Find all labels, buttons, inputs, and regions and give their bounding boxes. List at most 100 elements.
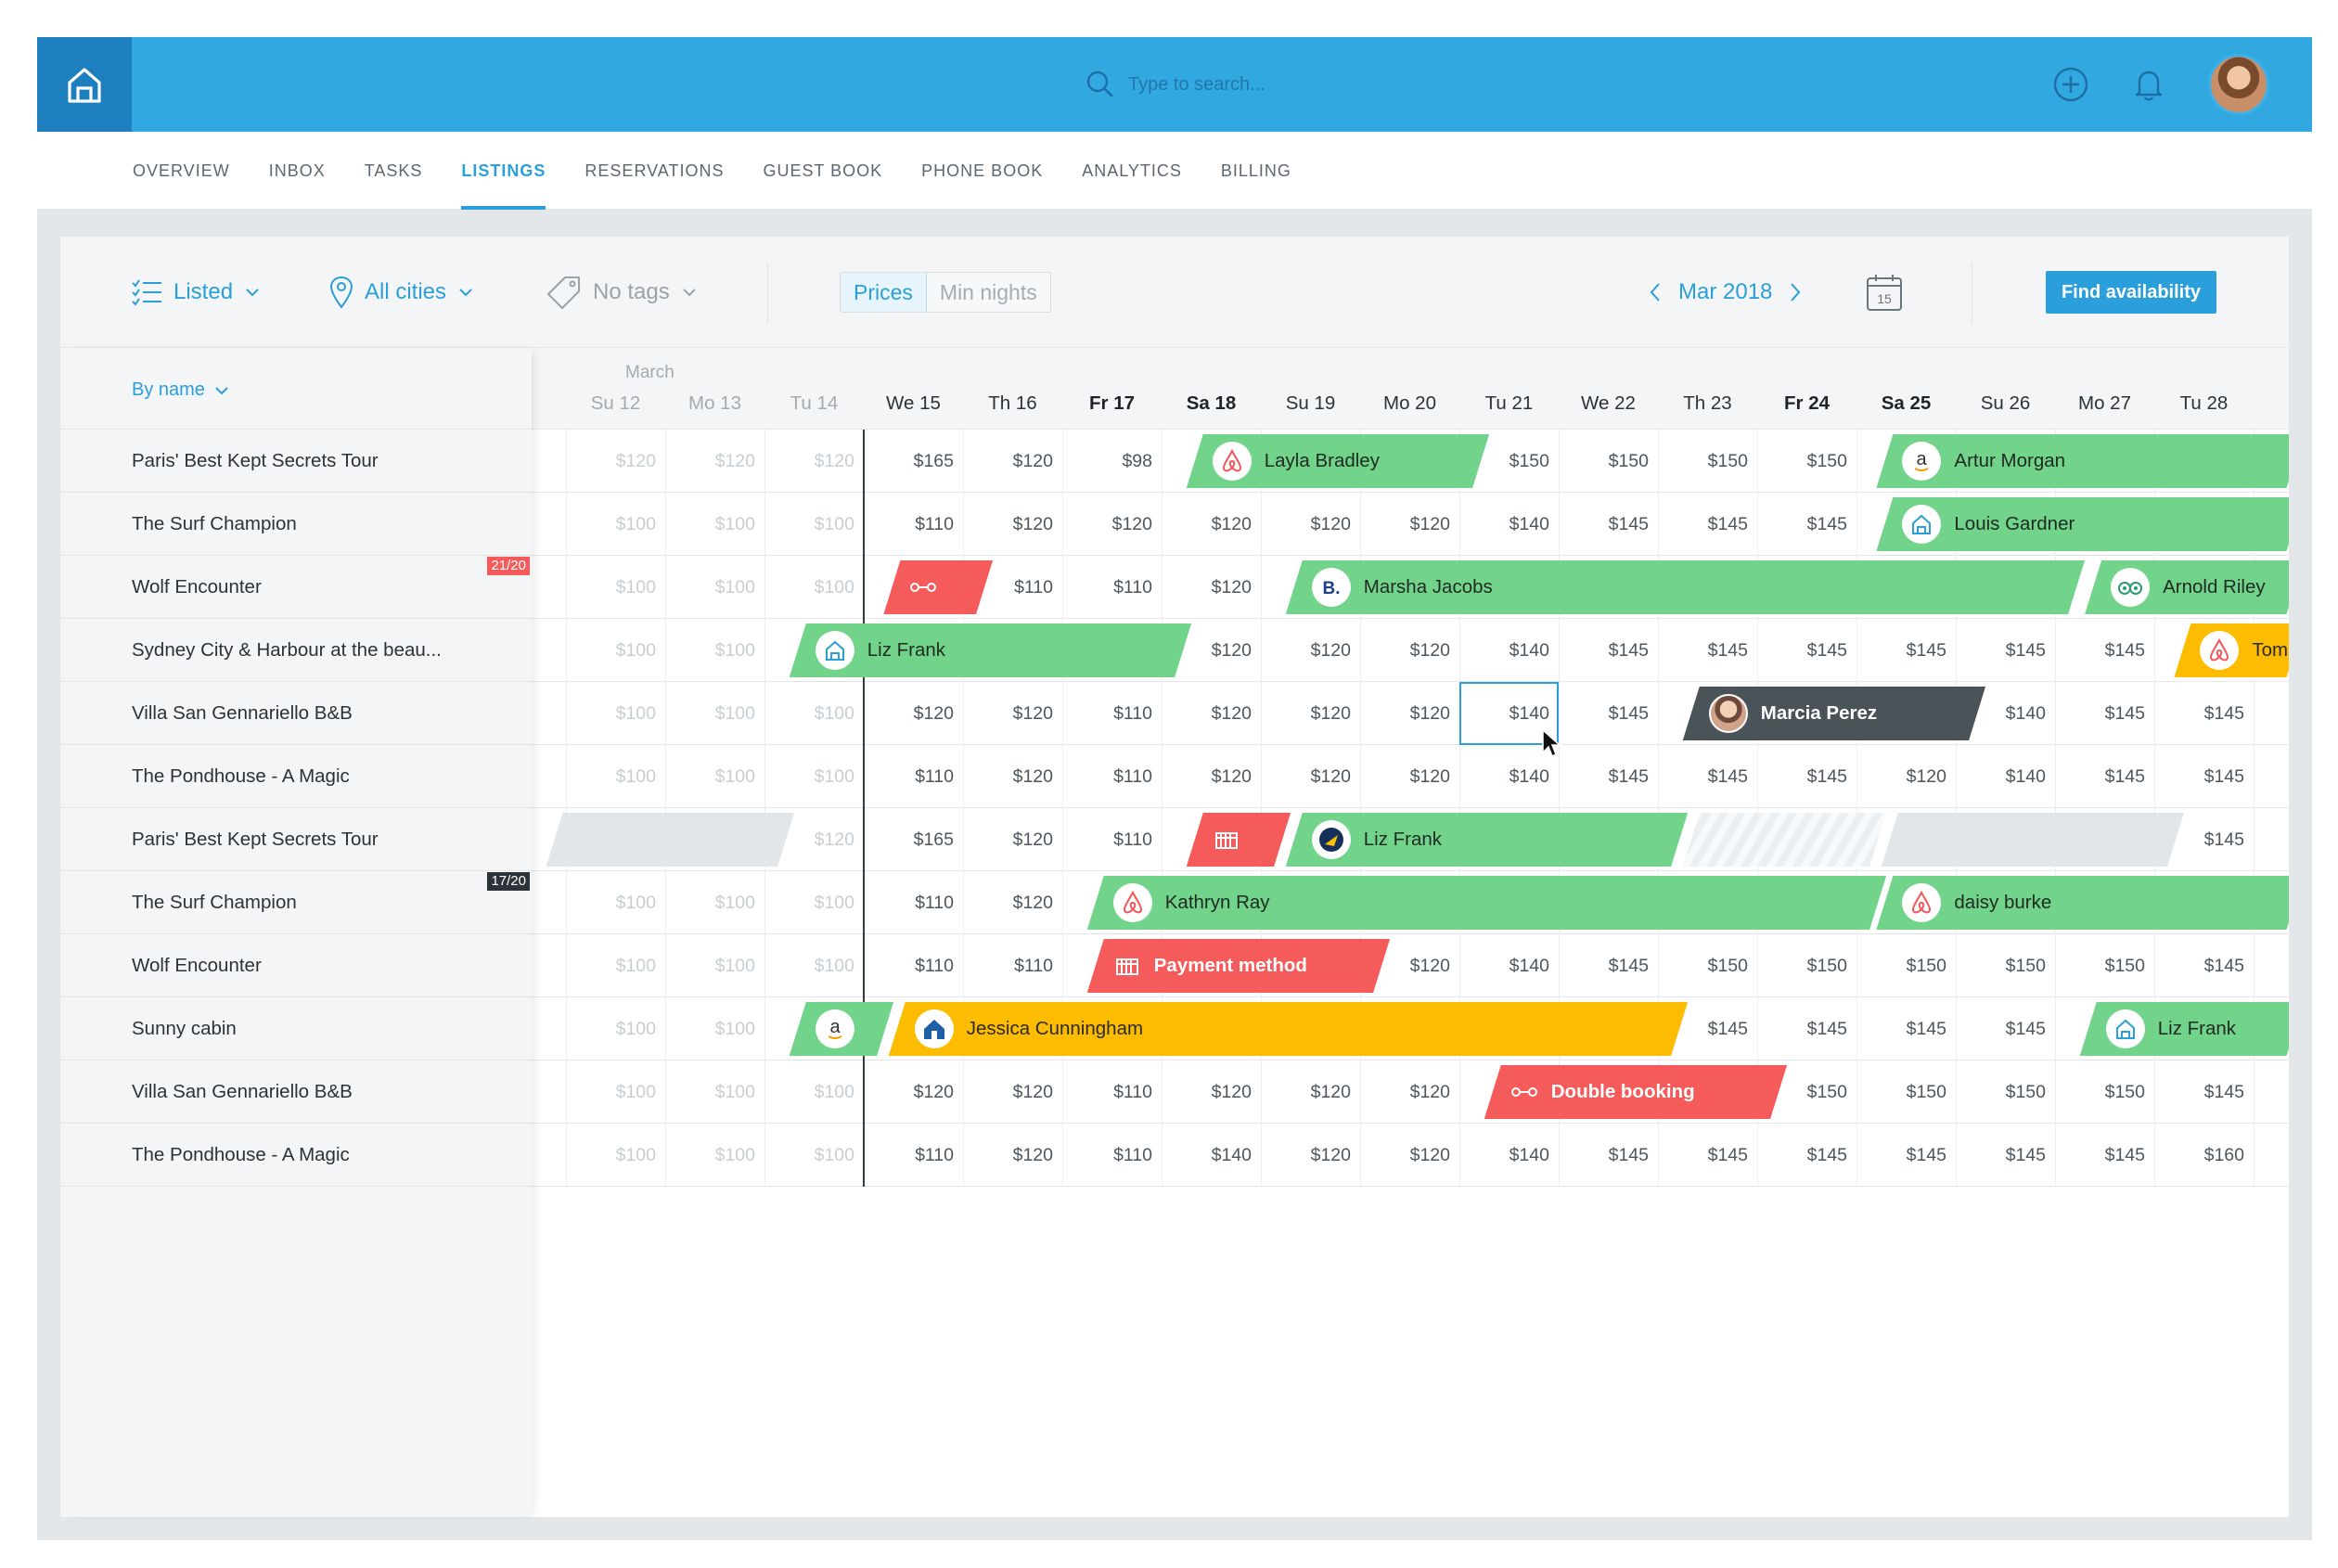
- home-logo-icon[interactable]: [37, 37, 132, 132]
- booking-bar[interactable]: Liz Frank: [1286, 813, 1688, 867]
- price-cell[interactable]: $100: [814, 766, 854, 787]
- booking-bar[interactable]: Layla Bradley: [1187, 434, 1489, 488]
- price-cell[interactable]: $100: [714, 766, 755, 787]
- price-cell[interactable]: $120: [913, 703, 954, 724]
- price-cell[interactable]: $150: [1806, 956, 1847, 976]
- booking-bar[interactable]: Tom: [2174, 623, 2289, 677]
- price-cell[interactable]: $120: [1012, 829, 1053, 850]
- price-cell[interactable]: $150: [1707, 451, 1748, 471]
- listing-name[interactable]: The Pondhouse - A Magic: [132, 765, 350, 787]
- listing-name[interactable]: The Surf Champion: [132, 892, 297, 913]
- price-cell[interactable]: $145: [1608, 514, 1649, 534]
- min-nights-toggle[interactable]: Min nights: [926, 273, 1050, 312]
- price-cell[interactable]: $120: [1012, 893, 1053, 913]
- price-cell[interactable]: $150: [1806, 451, 1847, 471]
- price-cell[interactable]: $100: [615, 640, 656, 661]
- booking-bar[interactable]: Liz Frank: [2080, 1002, 2289, 1056]
- tab-analytics[interactable]: ANALYTICS: [1082, 161, 1182, 180]
- booking-bar[interactable]: [1187, 813, 1291, 867]
- price-cell[interactable]: $110: [1113, 1145, 1152, 1165]
- booking-bar[interactable]: Marcia Perez: [1683, 687, 1985, 740]
- tags-filter[interactable]: No tags: [546, 274, 698, 311]
- price-cell[interactable]: $145: [1707, 766, 1748, 787]
- price-cell[interactable]: $120: [1409, 703, 1450, 724]
- price-cell[interactable]: $120: [1310, 1082, 1351, 1102]
- price-cell[interactable]: $120: [913, 1082, 954, 1102]
- price-cell[interactable]: $100: [714, 703, 755, 724]
- price-cell[interactable]: $110: [1014, 577, 1053, 598]
- price-cell[interactable]: $150: [1509, 451, 1549, 471]
- booking-bar[interactable]: Kathryn Ray: [1087, 876, 1886, 930]
- price-cell[interactable]: $145: [2203, 956, 2244, 976]
- price-cell[interactable]: $110: [1113, 766, 1152, 787]
- listing-row[interactable]: Paris' Best Kept Secrets Tour: [60, 430, 532, 493]
- price-cell[interactable]: $165: [913, 451, 954, 471]
- price-cell[interactable]: $145: [1806, 514, 1847, 534]
- price-cell[interactable]: $145: [2005, 1145, 2046, 1165]
- listing-row[interactable]: Wolf Encounter: [60, 934, 532, 997]
- price-cell[interactable]: $140: [1509, 514, 1549, 534]
- price-cell[interactable]: $100: [615, 1019, 656, 1039]
- listing-name[interactable]: Paris' Best Kept Secrets Tour: [132, 450, 379, 471]
- price-cell[interactable]: $100: [814, 577, 854, 598]
- price-cell[interactable]: $120: [1012, 514, 1053, 534]
- price-cell[interactable]: $120: [1310, 766, 1351, 787]
- listing-name[interactable]: Paris' Best Kept Secrets Tour: [132, 829, 379, 850]
- chevron-right-icon[interactable]: [1789, 282, 1802, 302]
- price-cell[interactable]: $120: [1906, 766, 1946, 787]
- price-cell[interactable]: $145: [2203, 829, 2244, 850]
- price-cell[interactable]: $110: [1113, 703, 1152, 724]
- price-cell[interactable]: $150: [1906, 1082, 1946, 1102]
- listing-row[interactable]: The Pondhouse - A Magic: [60, 1124, 532, 1187]
- listing-name[interactable]: Wolf Encounter: [132, 955, 262, 976]
- find-availability-button[interactable]: Find availability: [2046, 271, 2216, 314]
- price-cell[interactable]: $110: [915, 766, 954, 787]
- price-cell[interactable]: $150: [1906, 956, 1946, 976]
- user-avatar[interactable]: [2208, 54, 2269, 115]
- price-cell[interactable]: $145: [2203, 703, 2244, 724]
- city-filter[interactable]: All cities: [329, 274, 474, 311]
- price-cell[interactable]: $100: [714, 1145, 755, 1165]
- price-cell[interactable]: $140: [1509, 703, 1549, 724]
- price-cell[interactable]: $145: [1707, 640, 1748, 661]
- price-cell[interactable]: $110: [1113, 1082, 1152, 1102]
- price-cell[interactable]: $150: [2005, 1082, 2046, 1102]
- sort-dropdown[interactable]: By name: [132, 379, 229, 401]
- search-input[interactable]: Type to search...: [1128, 73, 1265, 95]
- price-cell[interactable]: $120: [1012, 1082, 1053, 1102]
- booking-bar[interactable]: Double booking: [1484, 1065, 1787, 1119]
- price-cell[interactable]: $145: [1608, 766, 1649, 787]
- price-cell[interactable]: $100: [615, 514, 656, 534]
- listing-row[interactable]: The Surf Champion 17/20: [60, 871, 532, 934]
- booking-bar[interactable]: [546, 813, 795, 867]
- price-cell[interactable]: $100: [714, 640, 755, 661]
- price-cell[interactable]: $140: [1509, 1145, 1549, 1165]
- price-cell[interactable]: $120: [1012, 766, 1053, 787]
- price-cell[interactable]: $110: [1014, 956, 1053, 976]
- tab-overview[interactable]: OVERVIEW: [133, 161, 230, 180]
- listing-row[interactable]: Villa San Gennariello B&B: [60, 682, 532, 745]
- price-cell[interactable]: $120: [814, 451, 854, 471]
- search-box[interactable]: Type to search...: [1086, 65, 1457, 104]
- price-cell[interactable]: $145: [2005, 640, 2046, 661]
- price-cell[interactable]: $145: [2104, 1145, 2145, 1165]
- price-cell[interactable]: $120: [1409, 956, 1450, 976]
- price-cell[interactable]: $120: [814, 829, 854, 850]
- booking-bar[interactable]: [883, 560, 993, 614]
- booking-bar[interactable]: Louis Gardner: [1876, 497, 2289, 551]
- price-cell[interactable]: $100: [714, 577, 755, 598]
- price-cell[interactable]: $100: [615, 893, 656, 913]
- price-cell[interactable]: $150: [1806, 1082, 1847, 1102]
- price-cell[interactable]: $100: [814, 1145, 854, 1165]
- tab-tasks[interactable]: TASKS: [364, 161, 423, 180]
- listing-row[interactable]: Sydney City & Harbour at the beau...: [60, 619, 532, 682]
- price-cell[interactable]: $100: [814, 956, 854, 976]
- listing-name[interactable]: Villa San Gennariello B&B: [132, 1081, 353, 1102]
- price-cell[interactable]: $145: [1608, 640, 1649, 661]
- price-cell[interactable]: $140: [1509, 956, 1549, 976]
- booking-bar[interactable]: a: [790, 1002, 893, 1056]
- price-cell[interactable]: $100: [615, 577, 656, 598]
- price-cell[interactable]: $100: [814, 1082, 854, 1102]
- notifications-bell-icon[interactable]: [2130, 66, 2167, 103]
- listing-name[interactable]: The Pondhouse - A Magic: [132, 1144, 350, 1165]
